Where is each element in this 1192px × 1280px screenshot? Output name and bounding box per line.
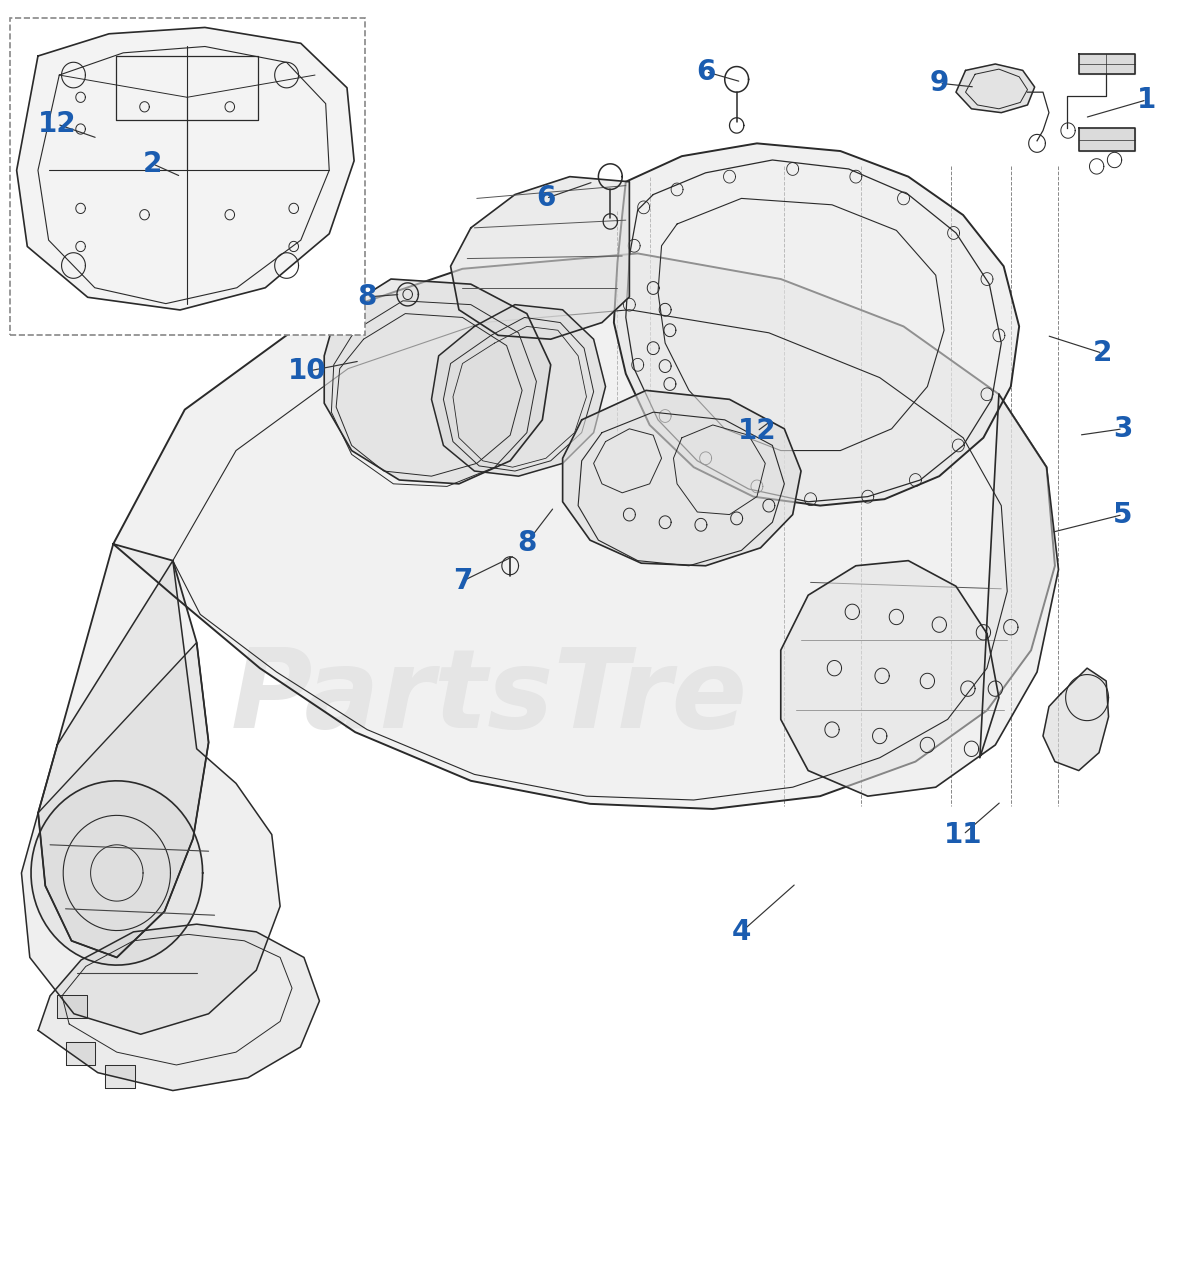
Text: 8: 8 <box>517 529 536 557</box>
Polygon shape <box>432 305 606 476</box>
Text: 6: 6 <box>536 184 555 212</box>
Text: 5: 5 <box>1113 500 1132 529</box>
Text: 4: 4 <box>732 918 751 946</box>
Text: 6: 6 <box>696 58 715 86</box>
Polygon shape <box>38 924 319 1091</box>
Polygon shape <box>17 27 354 310</box>
Text: 11: 11 <box>944 820 982 849</box>
Text: 1: 1 <box>1137 86 1156 114</box>
Text: 12: 12 <box>38 110 76 138</box>
Text: 3: 3 <box>1113 415 1132 443</box>
Polygon shape <box>956 64 1035 113</box>
Polygon shape <box>324 279 551 484</box>
Polygon shape <box>38 544 209 957</box>
Text: 9: 9 <box>930 69 949 97</box>
Text: 8: 8 <box>358 283 377 311</box>
Text: 10: 10 <box>288 357 327 385</box>
Polygon shape <box>563 390 801 566</box>
Polygon shape <box>781 394 1058 796</box>
Polygon shape <box>57 995 87 1018</box>
Polygon shape <box>105 1065 135 1088</box>
Polygon shape <box>21 561 280 1034</box>
Text: PartsTre: PartsTre <box>230 644 747 751</box>
Polygon shape <box>1079 128 1135 151</box>
Polygon shape <box>66 1042 95 1065</box>
Polygon shape <box>614 143 1019 506</box>
Bar <box>10 18 365 335</box>
Polygon shape <box>451 177 629 339</box>
Text: 7: 7 <box>453 567 472 595</box>
Polygon shape <box>113 253 1055 809</box>
Polygon shape <box>1043 668 1109 771</box>
Polygon shape <box>31 781 203 965</box>
Polygon shape <box>38 643 209 957</box>
Text: 2: 2 <box>143 150 162 178</box>
Polygon shape <box>1079 54 1135 74</box>
Text: 12: 12 <box>738 417 776 445</box>
Text: 2: 2 <box>1093 339 1112 367</box>
